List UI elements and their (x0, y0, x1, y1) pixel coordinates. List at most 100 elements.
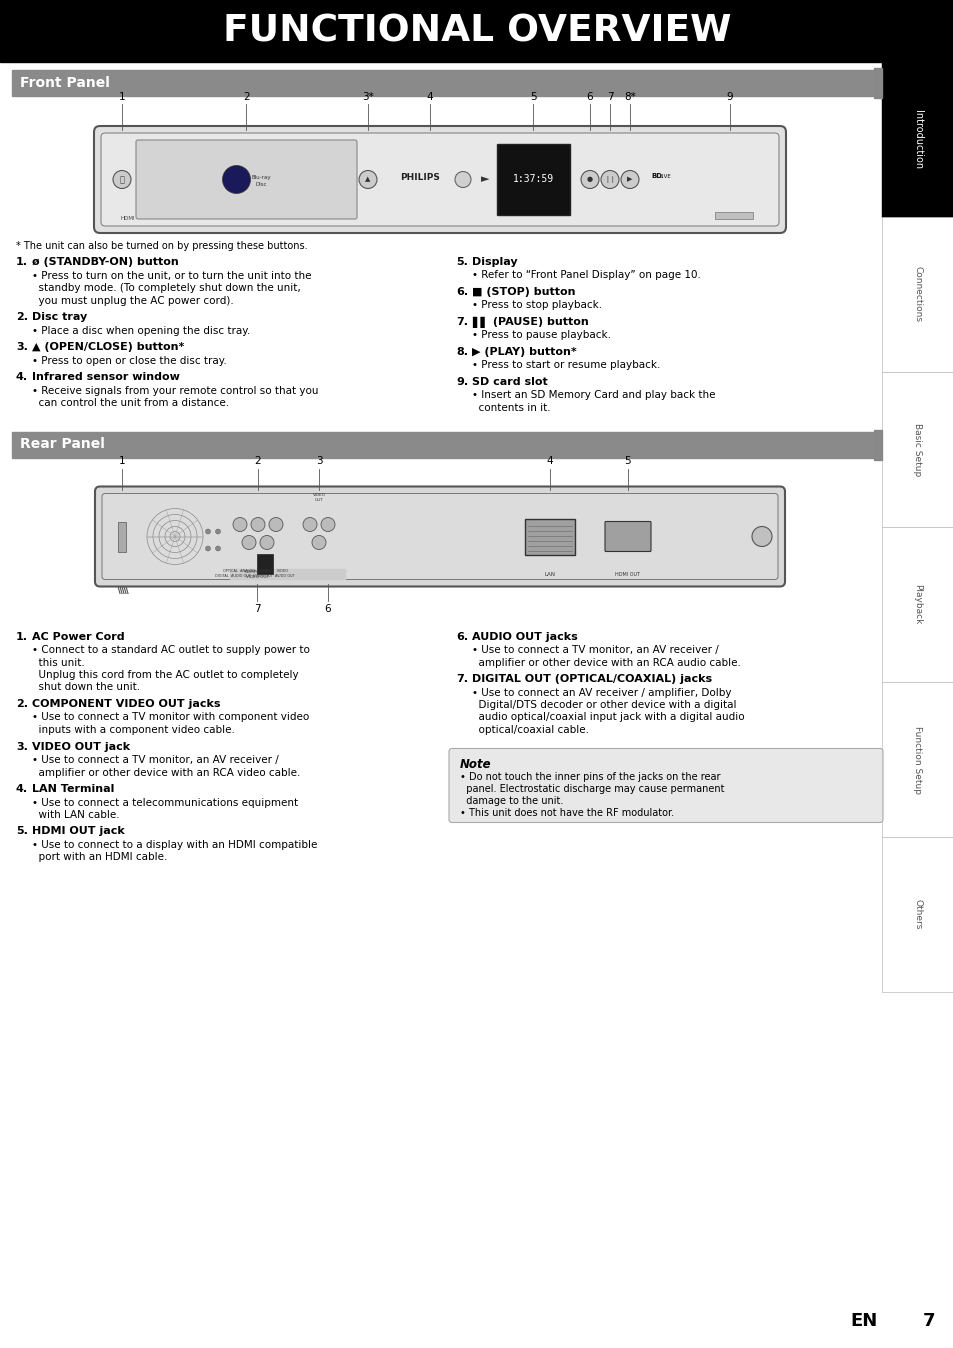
Text: ■ (STOP) button: ■ (STOP) button (472, 287, 575, 297)
Text: inputs with a component video cable.: inputs with a component video cable. (32, 725, 234, 735)
Text: 2: 2 (254, 457, 261, 466)
Circle shape (751, 527, 771, 546)
Bar (118, 522, 126, 551)
Bar (12, 431, 879, 457)
Text: 5.: 5. (456, 257, 467, 267)
Text: 1.: 1. (16, 631, 28, 642)
Text: 6: 6 (586, 92, 593, 102)
Text: 6.: 6. (456, 631, 468, 642)
Text: 1: 1 (118, 457, 125, 466)
Text: LAN Terminal: LAN Terminal (32, 785, 114, 794)
Text: standby mode. (To completely shut down the unit,: standby mode. (To completely shut down t… (32, 283, 300, 293)
Text: • Use to connect a TV monitor with component video: • Use to connect a TV monitor with compo… (32, 713, 309, 723)
Text: Others: Others (913, 899, 922, 930)
Circle shape (303, 518, 316, 531)
Bar (524, 519, 575, 554)
Text: 7.: 7. (456, 674, 468, 683)
Text: 4: 4 (426, 92, 433, 102)
Text: 5: 5 (624, 457, 631, 466)
Text: • Use to connect an AV receiver / amplifier, Dolby: • Use to connect an AV receiver / amplif… (472, 687, 731, 697)
Circle shape (205, 546, 211, 551)
Bar (714, 212, 752, 218)
Text: • Use to connect to a display with an HDMI compatible: • Use to connect to a display with an HD… (32, 840, 317, 851)
Text: EN: EN (850, 1312, 877, 1330)
Text: • Connect to a standard AC outlet to supply power to: • Connect to a standard AC outlet to sup… (32, 644, 310, 655)
Text: amplifier or other device with an RCA audio cable.: amplifier or other device with an RCA au… (472, 658, 740, 667)
Text: ⏻: ⏻ (119, 175, 125, 183)
Text: ▲ (OPEN/CLOSE) button*: ▲ (OPEN/CLOSE) button* (32, 342, 184, 352)
Text: HDMI: HDMI (121, 216, 135, 221)
Text: • Use to connect a telecommunications equipment: • Use to connect a telecommunications eq… (32, 798, 297, 807)
Text: ●: ● (586, 177, 593, 182)
Circle shape (358, 170, 376, 189)
Text: 1: 1 (118, 92, 125, 102)
Bar (873, 67, 882, 98)
Text: • Use to connect a TV monitor, an AV receiver /: • Use to connect a TV monitor, an AV rec… (472, 644, 718, 655)
Text: 6.: 6. (456, 287, 468, 297)
Text: Basic Setup: Basic Setup (913, 423, 922, 476)
Text: 3.: 3. (16, 342, 28, 352)
Circle shape (455, 171, 471, 187)
Text: ▶: ▶ (627, 177, 632, 182)
Text: 3*: 3* (362, 92, 374, 102)
Bar (882, 217, 953, 372)
Text: AUDIO OUT jacks: AUDIO OUT jacks (472, 631, 578, 642)
Text: • Refer to “Front Panel Display” on page 10.: • Refer to “Front Panel Display” on page… (472, 271, 700, 280)
Circle shape (260, 535, 274, 550)
Circle shape (215, 546, 220, 551)
FancyBboxPatch shape (101, 133, 779, 226)
Text: Function Setup: Function Setup (913, 725, 922, 794)
Text: 6: 6 (324, 604, 331, 613)
Text: FUNCTIONAL OVERVIEW: FUNCTIONAL OVERVIEW (222, 13, 731, 49)
Text: shut down the unit.: shut down the unit. (32, 682, 140, 693)
Text: LAN: LAN (544, 573, 555, 577)
Text: Note: Note (459, 758, 491, 771)
Circle shape (269, 518, 283, 531)
FancyBboxPatch shape (102, 493, 778, 580)
Text: 4: 4 (546, 457, 553, 466)
Text: 4.: 4. (16, 372, 28, 381)
Text: • Press to start or resume playback.: • Press to start or resume playback. (472, 360, 659, 371)
Circle shape (620, 170, 639, 189)
Text: port with an HDMI cable.: port with an HDMI cable. (32, 852, 167, 863)
Circle shape (222, 166, 251, 194)
Text: • Press to turn on the unit, or to turn the unit into the: • Press to turn on the unit, or to turn … (32, 271, 312, 280)
Bar (882, 62, 953, 217)
Text: • Receive signals from your remote control so that you: • Receive signals from your remote contr… (32, 386, 318, 395)
Circle shape (312, 535, 326, 550)
Circle shape (205, 528, 211, 534)
Text: 7: 7 (606, 92, 613, 102)
Text: Front Panel: Front Panel (20, 75, 110, 90)
FancyBboxPatch shape (449, 748, 882, 822)
Text: amplifier or other device with an RCA video cable.: amplifier or other device with an RCA vi… (32, 767, 300, 778)
Text: HDMI OUT jack: HDMI OUT jack (32, 826, 125, 837)
Bar (12, 70, 879, 96)
Circle shape (112, 170, 131, 189)
Text: 8*: 8* (623, 92, 636, 102)
Text: ø (STANDBY-ON) button: ø (STANDBY-ON) button (32, 257, 178, 267)
Text: ▲: ▲ (365, 177, 371, 182)
Bar (882, 837, 953, 992)
Text: PHILIPS: PHILIPS (399, 173, 439, 182)
Circle shape (233, 518, 247, 531)
Text: OPTICAL  ANALOG    PHONO    VIDEO
DIGITAL  AUDIO OUT  VIDEO OUT  AV/DO OUT: OPTICAL ANALOG PHONO VIDEO DIGITAL AUDIO… (215, 569, 294, 578)
Text: ▌▌ (PAUSE) button: ▌▌ (PAUSE) button (472, 317, 588, 328)
Text: COMPONENT VIDEO OUT jacks: COMPONENT VIDEO OUT jacks (32, 700, 220, 709)
Text: VIDEO OUT jack: VIDEO OUT jack (32, 741, 130, 751)
Text: Blu-ray: Blu-ray (252, 175, 271, 181)
Text: AC Power Cord: AC Power Cord (32, 631, 125, 642)
Text: can control the unit from a distance.: can control the unit from a distance. (32, 398, 229, 408)
FancyBboxPatch shape (94, 125, 785, 233)
Text: 2.: 2. (16, 311, 28, 322)
Text: • Place a disc when opening the disc tray.: • Place a disc when opening the disc tra… (32, 325, 250, 336)
Text: Infrared sensor window: Infrared sensor window (32, 372, 180, 381)
FancyBboxPatch shape (604, 522, 650, 551)
Bar (882, 527, 953, 682)
Bar (0, 0, 953, 62)
Text: Disc tray: Disc tray (32, 311, 87, 322)
Circle shape (580, 170, 598, 189)
Text: 2: 2 (243, 92, 250, 102)
Bar (256, 554, 273, 573)
Circle shape (251, 518, 265, 531)
Text: 1.: 1. (16, 257, 28, 267)
